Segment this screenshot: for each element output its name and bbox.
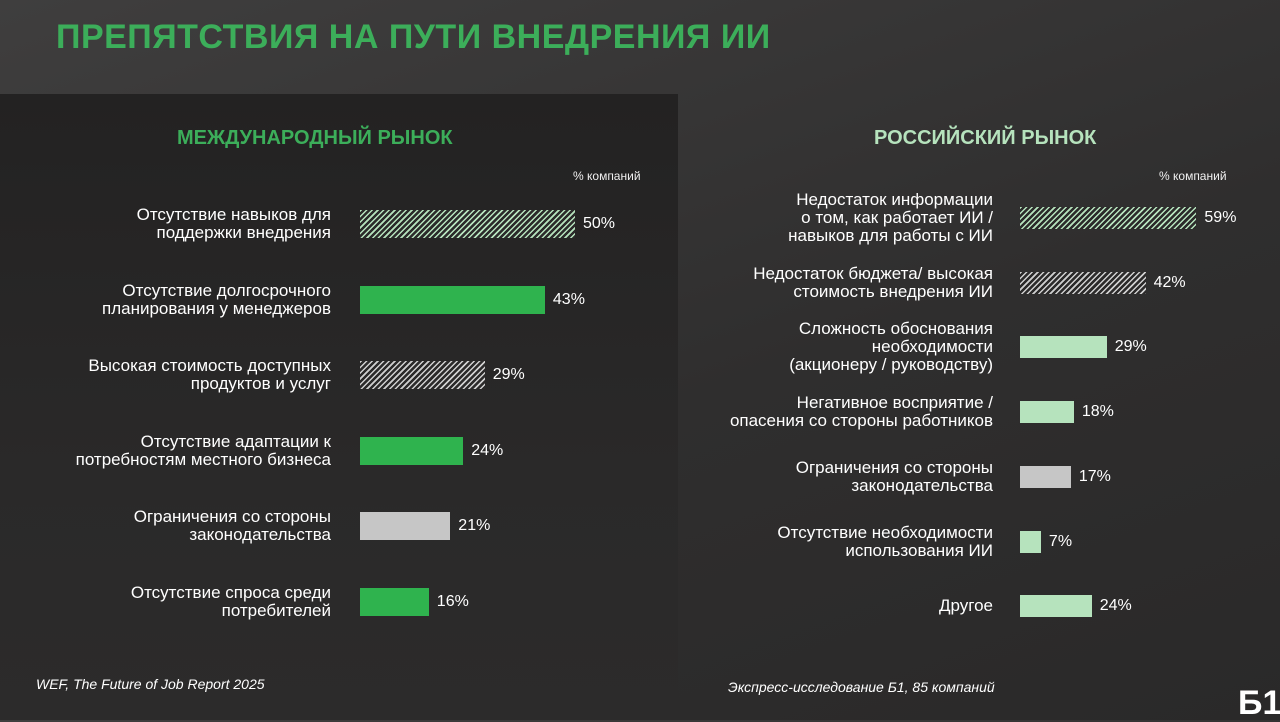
- intl-bar-value: 16%: [436, 592, 469, 610]
- intl-bar-value: 29%: [492, 366, 525, 383]
- intl-bar-value: 43%: [552, 290, 585, 308]
- international-chart-title: МЕЖДУНАРОДНЫЙ РЫНОК: [177, 127, 453, 149]
- intl-bar: [360, 210, 575, 238]
- intl-bar-label: Высокая стоимость доступных продуктов и …: [88, 356, 331, 393]
- ru-bar: [1020, 530, 1041, 553]
- intl-bar-label: Отсутствие спроса среди потребителей: [130, 582, 331, 620]
- ru-bar: [1020, 595, 1092, 618]
- intl-bar-label: Отсутствие долгосрочного планирования у …: [101, 280, 331, 318]
- intl-bar-label: Отсутствие навыков для поддержки внедрен…: [136, 205, 331, 242]
- ru-bar-label: Сложность обоснования необходимости (акц…: [789, 319, 993, 375]
- ru-bar-value: 59%: [1204, 209, 1237, 226]
- ru-bar-value: 24%: [1099, 597, 1132, 615]
- intl-bar-label: Ограничения со стороны законодательства: [133, 507, 331, 544]
- ru-bar-label: Недостаток информации о том, как работае…: [788, 190, 993, 245]
- russian-chart-title: РОССИЙСКИЙ РЫНОК: [874, 127, 1097, 149]
- ru-bar-value: 42%: [1153, 273, 1186, 291]
- ru-bar: [1020, 207, 1197, 229]
- ru-bar: [1020, 401, 1074, 424]
- intl-bar: [360, 285, 545, 314]
- ru-bar-value: 17%: [1078, 467, 1111, 485]
- intl-bar-value: 24%: [471, 441, 504, 459]
- b1-logo: Б1: [1238, 684, 1280, 722]
- page-title: ПРЕПЯТСТВИЯ НА ПУТИ ВНЕДРЕНИЯ ИИ: [56, 18, 771, 56]
- intl-bar-label: Отсутствие адаптации к потребностям мест…: [75, 431, 331, 469]
- ru-bar-label: Негативное восприятие / опасения со стор…: [729, 393, 993, 431]
- international-unit-label: % компаний: [573, 169, 641, 183]
- intl-bar: [360, 512, 451, 540]
- intl-bar-value: 21%: [458, 517, 491, 534]
- intl-bar-value: 50%: [583, 215, 616, 232]
- ru-bar: [1020, 336, 1107, 359]
- ru-bar-label: Недостаток бюджета/ высокая стоимость вн…: [753, 263, 993, 301]
- intl-bar: [360, 587, 429, 616]
- international-panel-background: [0, 94, 678, 720]
- ru-bar-value: 7%: [1048, 532, 1073, 550]
- intl-bar: [360, 361, 485, 389]
- ru-bar-value: 18%: [1081, 403, 1114, 421]
- intl-bar: [360, 436, 464, 465]
- ru-bar-label: Отсутствие необходимости использования И…: [777, 522, 993, 560]
- ru-bar: [1020, 271, 1146, 294]
- ru-bar-label: Ограничения со стороны законодательства: [795, 457, 993, 495]
- ru-bar: [1020, 465, 1071, 488]
- russian-source-note: Экспресс-исследование Б1, 85 компаний: [728, 679, 995, 695]
- ru-bar-label: Другое: [938, 596, 993, 616]
- international-source-note: WEF, The Future of Job Report 2025: [36, 676, 265, 692]
- ru-bar-value: 29%: [1114, 338, 1147, 356]
- russian-unit-label: % компаний: [1159, 169, 1227, 183]
